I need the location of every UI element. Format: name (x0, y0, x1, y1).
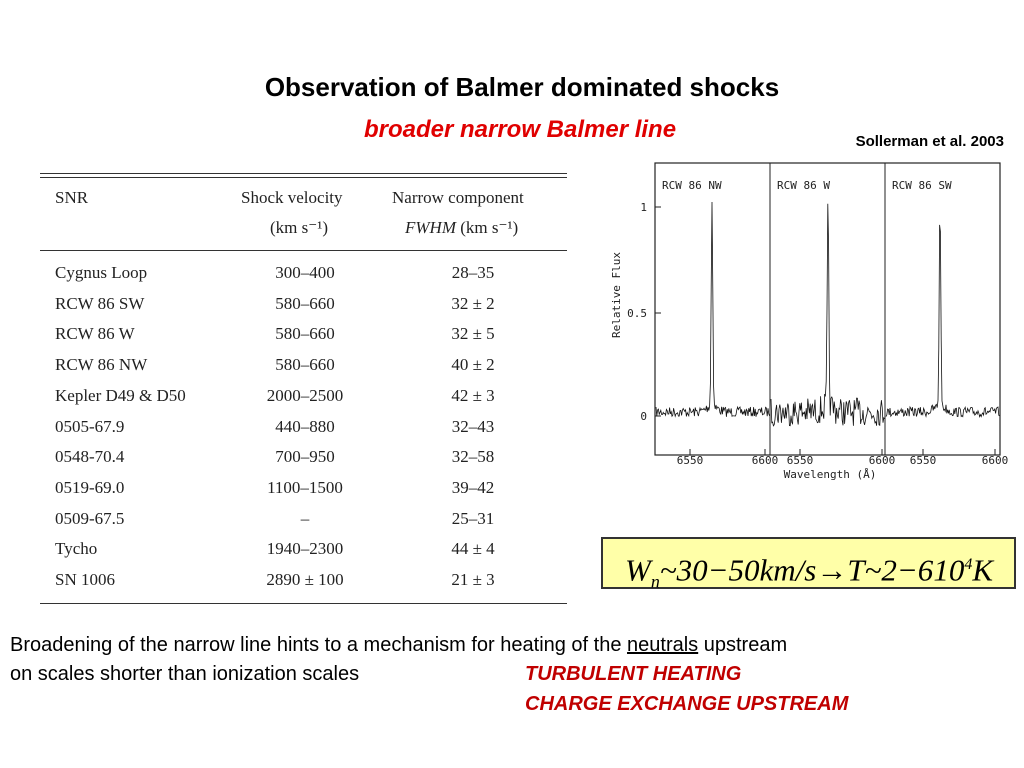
subtitle: broader narrow Balmer line (363, 116, 677, 143)
x-tick-label: 6550 (677, 454, 704, 467)
table-cell: 42 ± 3 (451, 385, 495, 405)
rule (40, 250, 567, 251)
table-cell: Tycho (55, 539, 98, 559)
table-cell: 44 ± 4 (451, 539, 495, 559)
y-axis-label: Relative Flux (610, 252, 623, 338)
formula-part: 10 (933, 552, 965, 588)
formula-part: W (625, 552, 651, 588)
formula-part: ~30−50 (659, 552, 760, 588)
x-tick-label: 6600 (982, 454, 1009, 467)
table-cell: 580–660 (275, 324, 335, 344)
x-axis-label: Wavelength (Å) (784, 468, 877, 481)
formula-part: n (650, 571, 660, 592)
table-cell: 28–35 (451, 263, 495, 282)
table-cell: Cygnus Loop (55, 263, 148, 282)
table-cell: 300–400 (275, 263, 335, 282)
table-cell: 32–58 (451, 447, 495, 467)
formula-part: ~2−6 (864, 552, 934, 588)
header: Narrow component (392, 188, 524, 207)
table-cell: 21 ± 3 (451, 570, 495, 589)
rule (40, 173, 567, 174)
table-cell: 39–42 (451, 477, 495, 497)
body-text: upstream (698, 634, 788, 656)
x-tick-label: 6600 (752, 454, 779, 467)
header: SNR (55, 188, 89, 207)
formula-part: 4 (964, 556, 973, 573)
x-tick-label: 6600 (869, 454, 896, 467)
citation: Sollerman et al. 2003 (855, 133, 1004, 150)
formula: Wn~30−50km/s→T~2−6104K (601, 537, 1016, 592)
y-tick-label: 1 (640, 201, 647, 214)
y-tick-label: 0.5 (627, 307, 647, 320)
spectrum-trace (885, 224, 1000, 419)
formula-part: K (972, 552, 993, 588)
body-underlined: neutrals (627, 634, 699, 656)
rule (40, 177, 567, 178)
formula-part: →T (816, 552, 865, 588)
body-text: Broadening of the narrow line hints to a… (10, 634, 628, 656)
body-line: Broadening of the narrow line hints to a… (10, 634, 787, 657)
table-cell: 2890 ± 100 (266, 570, 344, 589)
x-tick-label: 6550 (910, 454, 937, 467)
table-cell: 700–950 (275, 447, 335, 467)
table-cell: 2000–2500 (266, 385, 344, 405)
table-cell: 580–660 (275, 293, 335, 313)
table-cell: 25–31 (451, 508, 495, 528)
panel-label: RCW 86 SW (892, 179, 952, 192)
rule (40, 603, 567, 604)
table-cell: 440–880 (275, 416, 335, 436)
panel-label: RCW 86 W (777, 179, 830, 192)
table-cell: 1100–1500 (267, 477, 343, 497)
x-tick-label: 6550 (787, 454, 814, 467)
highlight: CHARGE EXCHANGE UPSTREAM (525, 693, 849, 715)
table-cell: 0548-70.4 (55, 447, 125, 467)
table-cell: 32–43 (451, 416, 495, 436)
table-cell: 1940–2300 (266, 539, 344, 559)
header-units: FWHM (km s⁻¹) (405, 218, 518, 238)
spectrum-trace (770, 203, 885, 427)
table-cell: 32 ± 5 (451, 324, 495, 344)
plot-frame (654, 162, 1001, 456)
title: Observation of Balmer dominated shocks (264, 72, 780, 102)
y-tick-label: 0 (640, 410, 647, 423)
header: Shock velocity (241, 188, 343, 207)
table-cell: 580–660 (275, 355, 335, 375)
table-cell: 40 ± 2 (451, 355, 495, 375)
table-cell: 0509-67.5 (55, 508, 125, 528)
highlight: TURBULENT HEATING (525, 663, 742, 685)
panel-label: RCW 86 NW (662, 179, 722, 192)
table-cell: – (300, 508, 310, 528)
table-cell: SN 1006 (55, 570, 115, 589)
table-cell: RCW 86 NW (55, 355, 148, 375)
table-cell: RCW 86 W (55, 324, 135, 344)
header-units: (km s⁻¹) (270, 218, 328, 237)
table-cell: 0519-69.0 (55, 477, 125, 497)
header-units: (km s⁻¹) (460, 218, 519, 237)
table-cell: RCW 86 SW (55, 293, 145, 313)
formula-part: km/s (759, 552, 817, 588)
spectrum-figure: RCW 86 NW RCW 86 W RCW 86 SW 1 0.5 0 6550 6600 6… (610, 162, 1009, 481)
table-cell: 0505-67.9 (55, 416, 125, 436)
spectrum-trace (655, 201, 770, 418)
table-cell: Kepler D49 & D50 (55, 385, 186, 405)
table: SNR Shock velocity Narrow component (km … (40, 170, 567, 606)
header-fwhm: FWHM (405, 218, 456, 237)
body-line: on scales shorter than ionization scales (10, 663, 360, 685)
table-cell: 32 ± 2 (451, 293, 495, 313)
